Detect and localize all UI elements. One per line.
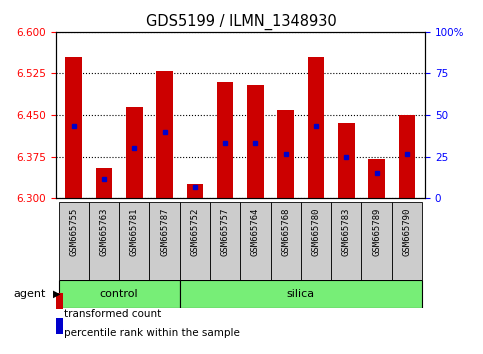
Bar [398,115,415,198]
Bar [56,292,63,309]
Text: GDS5199 / ILMN_1348930: GDS5199 / ILMN_1348930 [146,14,337,30]
Text: GSM665780: GSM665780 [312,208,321,256]
Text: GSM665783: GSM665783 [342,208,351,256]
Text: silica: silica [287,289,315,299]
Text: GSM665787: GSM665787 [160,208,169,256]
Text: GSM665790: GSM665790 [402,208,412,256]
Bar [368,159,385,198]
Bar [308,57,325,198]
Bar [56,318,63,334]
Bar [210,202,241,280]
Bar [247,85,264,198]
Bar [186,184,203,198]
Bar [149,202,180,280]
Bar [338,124,355,198]
Text: GSM665768: GSM665768 [281,208,290,256]
Text: GSM665755: GSM665755 [69,208,78,256]
Bar [126,107,142,198]
Text: transformed count: transformed count [64,309,161,319]
Text: GSM665781: GSM665781 [130,208,139,256]
Text: percentile rank within the sample: percentile rank within the sample [64,328,240,338]
Bar [361,202,392,280]
Bar [270,202,301,280]
Bar [58,280,180,308]
Bar [156,71,173,198]
Text: GSM665764: GSM665764 [251,208,260,256]
Bar [89,202,119,280]
Bar [180,280,422,308]
Text: GSM665752: GSM665752 [190,208,199,256]
Bar [331,202,361,280]
Bar [96,168,113,198]
Bar [301,202,331,280]
Bar [241,202,270,280]
Text: GSM665789: GSM665789 [372,208,381,256]
Bar [119,202,149,280]
Text: agent: agent [14,289,46,299]
Bar [392,202,422,280]
Text: control: control [100,289,139,299]
Bar [58,202,89,280]
Bar [217,82,233,198]
Bar [65,57,82,198]
Text: ▶: ▶ [53,289,61,299]
Bar [277,109,294,198]
Text: GSM665763: GSM665763 [99,208,109,256]
Text: GSM665757: GSM665757 [221,208,229,256]
Bar [180,202,210,280]
